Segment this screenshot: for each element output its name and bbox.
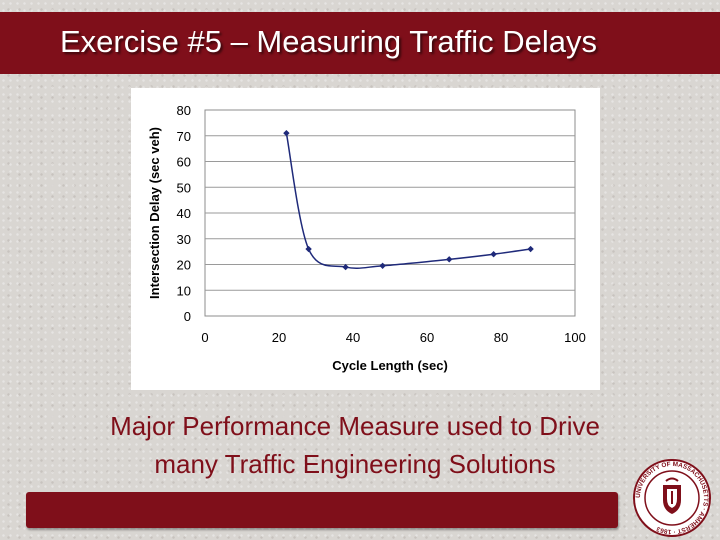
x-tick-label: 0 [201, 330, 208, 345]
x-tick-label: 20 [272, 330, 286, 345]
y-tick-label: 70 [177, 129, 191, 144]
y-tick-label: 40 [177, 206, 191, 221]
caption-line-1: Major Performance Measure used to Drive [110, 411, 600, 441]
y-tick-label: 50 [177, 180, 191, 195]
data-point-marker [490, 251, 497, 258]
title-bar [0, 12, 720, 74]
data-point-marker [446, 256, 453, 263]
y-axis-label: Intersection Delay (sec veh) [147, 127, 162, 299]
y-tick-label: 60 [177, 155, 191, 170]
footer-bar [26, 492, 618, 528]
x-tick-label: 40 [346, 330, 360, 345]
y-tick-label: 10 [177, 283, 191, 298]
university-seal-icon: UNIVERSITY OF MASSACHUSETTS · AMHERST · … [633, 459, 711, 537]
caption-line-2: many Traffic Engineering Solutions [154, 449, 556, 479]
data-point-marker [342, 263, 349, 271]
data-point-marker [527, 245, 534, 253]
y-tick-label: 0 [184, 309, 191, 324]
x-tick-label: 60 [420, 330, 434, 345]
y-tick-label: 80 [177, 103, 191, 118]
data-point-marker [379, 262, 386, 269]
y-tick-label: 20 [177, 258, 191, 273]
x-tick-label: 100 [564, 330, 586, 345]
x-tick-label: 80 [494, 330, 508, 345]
x-axis-label: Cycle Length (sec) [332, 358, 448, 373]
delay-chart: 0 10 20 30 40 50 60 70 80 0 20 40 60 80 100 Intersect… [147, 103, 586, 373]
data-point-marker [305, 245, 312, 253]
data-point-marker [283, 129, 290, 137]
y-tick-label: 30 [177, 232, 191, 247]
chart-panel: 0 10 20 30 40 50 60 70 80 0 20 40 60 80 100 Intersect… [131, 88, 600, 390]
slide-title: Exercise #5 – Measuring Traffic Delays [60, 24, 597, 59]
